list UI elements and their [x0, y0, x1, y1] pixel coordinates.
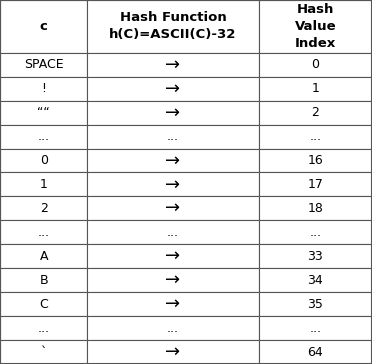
Bar: [259, 244, 372, 268]
Bar: [0, 101, 87, 124]
Text: SPACE: SPACE: [24, 58, 64, 71]
Text: ...: ...: [167, 226, 179, 239]
Text: 2: 2: [40, 202, 48, 215]
Bar: [0, 53, 87, 77]
Text: A: A: [39, 250, 48, 263]
Text: Hash
Value
Index: Hash Value Index: [295, 3, 336, 50]
Bar: [0, 268, 87, 292]
Bar: [87, 268, 259, 292]
Bar: [0, 220, 87, 244]
Bar: [259, 292, 372, 316]
Text: ...: ...: [167, 130, 179, 143]
Bar: [0, 340, 87, 364]
Bar: [259, 197, 372, 220]
Text: →: →: [166, 175, 180, 193]
Text: 35: 35: [307, 298, 323, 310]
Bar: [0, 124, 87, 149]
Bar: [0, 0, 87, 53]
Bar: [87, 220, 259, 244]
Text: →: →: [166, 295, 180, 313]
Text: ...: ...: [38, 226, 50, 239]
Bar: [259, 77, 372, 101]
Text: →: →: [166, 199, 180, 217]
Text: 16: 16: [307, 154, 323, 167]
Text: B: B: [39, 274, 48, 287]
Bar: [259, 101, 372, 124]
Text: Hash Function
h(C)=ASCII(C)-32: Hash Function h(C)=ASCII(C)-32: [109, 11, 237, 41]
Bar: [0, 173, 87, 197]
Text: 34: 34: [307, 274, 323, 287]
Bar: [259, 340, 372, 364]
Bar: [87, 197, 259, 220]
Text: !: !: [41, 82, 46, 95]
Text: `: `: [41, 345, 47, 359]
Text: C: C: [39, 298, 48, 310]
Text: →: →: [166, 151, 180, 170]
Bar: [259, 53, 372, 77]
Text: 18: 18: [307, 202, 323, 215]
Bar: [87, 173, 259, 197]
Bar: [259, 124, 372, 149]
Text: 0: 0: [311, 58, 319, 71]
Bar: [0, 292, 87, 316]
Text: ...: ...: [38, 130, 50, 143]
Text: 17: 17: [307, 178, 323, 191]
Text: →: →: [166, 247, 180, 265]
Text: →: →: [166, 56, 180, 74]
Text: 33: 33: [307, 250, 323, 263]
Bar: [87, 316, 259, 340]
Text: 0: 0: [40, 154, 48, 167]
Text: ...: ...: [167, 321, 179, 335]
Text: ...: ...: [309, 226, 321, 239]
Bar: [0, 149, 87, 173]
Bar: [0, 316, 87, 340]
Text: ““: ““: [37, 106, 50, 119]
Bar: [259, 173, 372, 197]
Text: 1: 1: [311, 82, 319, 95]
Bar: [87, 124, 259, 149]
Bar: [259, 149, 372, 173]
Text: →: →: [166, 80, 180, 98]
Bar: [87, 53, 259, 77]
Bar: [87, 101, 259, 124]
Bar: [259, 316, 372, 340]
Bar: [87, 0, 259, 53]
Bar: [87, 292, 259, 316]
Text: →: →: [166, 271, 180, 289]
Bar: [87, 77, 259, 101]
Text: ...: ...: [38, 321, 50, 335]
Bar: [259, 220, 372, 244]
Bar: [259, 268, 372, 292]
Text: 2: 2: [311, 106, 319, 119]
Text: →: →: [166, 104, 180, 122]
Text: 1: 1: [40, 178, 48, 191]
Bar: [87, 244, 259, 268]
Bar: [0, 244, 87, 268]
Bar: [87, 149, 259, 173]
Text: ...: ...: [309, 321, 321, 335]
Bar: [87, 340, 259, 364]
Bar: [0, 77, 87, 101]
Text: ...: ...: [309, 130, 321, 143]
Bar: [0, 197, 87, 220]
Bar: [259, 0, 372, 53]
Text: c: c: [40, 20, 48, 33]
Text: →: →: [166, 343, 180, 361]
Text: 64: 64: [307, 345, 323, 359]
